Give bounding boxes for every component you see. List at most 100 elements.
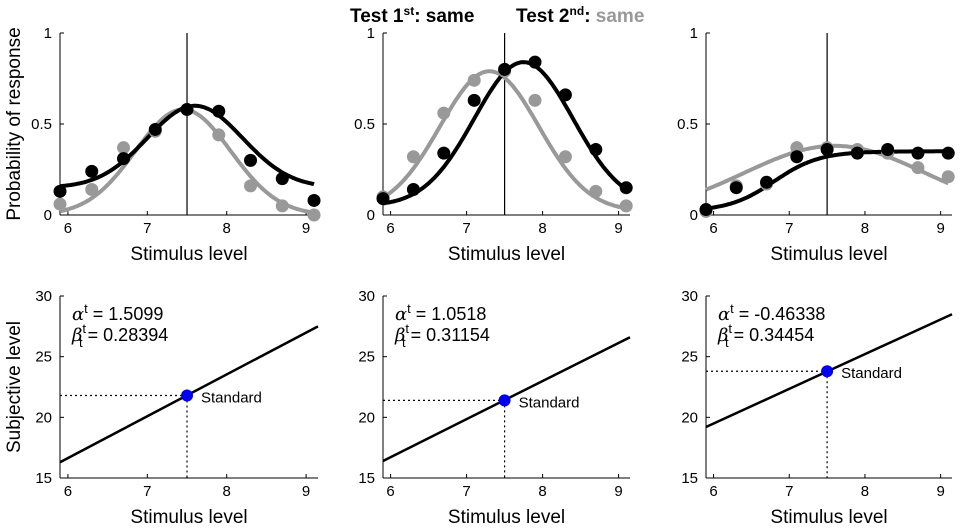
chart-top-middle: 6 7 8 9 0 0.5 1 Stimulus level <box>354 25 633 265</box>
y-tick-label: 25 <box>35 349 52 366</box>
y-tick-label: 15 <box>35 470 52 487</box>
data-point <box>558 88 572 102</box>
x-axis-label: Stimulus level <box>448 244 565 265</box>
data-point <box>244 179 258 193</box>
data-point <box>619 199 633 213</box>
data-point <box>53 197 67 211</box>
x-tick-label: 9 <box>936 483 944 500</box>
x-axis-label: Stimulus level <box>770 244 887 265</box>
data-point <box>528 93 542 107</box>
data-point <box>941 170 955 184</box>
alpha-annotation: αt = 1.0518 <box>395 301 486 325</box>
data-point <box>85 183 99 197</box>
x-tick-label: 6 <box>64 483 72 500</box>
x-tick-label: 8 <box>861 483 869 500</box>
y-tick-label: 20 <box>681 409 698 426</box>
x-axis-label: Stimulus level <box>770 507 887 528</box>
y-tick-label: 30 <box>35 288 52 305</box>
x-tick-label: 9 <box>302 483 310 500</box>
data-point <box>589 142 603 156</box>
standard-label: Standard <box>519 394 580 411</box>
data-point <box>275 172 289 186</box>
data-point <box>467 73 481 87</box>
standard-label: Standard <box>201 389 262 406</box>
data-point <box>589 184 603 198</box>
chart-top-left: 6 7 8 9 0 0.5 1 Stimulus level Probability of re… <box>4 25 321 265</box>
data-point <box>820 142 834 156</box>
y-tick-label: 0 <box>690 207 698 224</box>
data-point <box>498 62 512 76</box>
data-point <box>850 146 864 160</box>
data-point <box>558 150 572 164</box>
data-point <box>911 161 925 175</box>
data-point <box>117 152 131 166</box>
x-tick-label: 6 <box>709 220 717 237</box>
x-tick-label: 6 <box>386 483 394 500</box>
x-axis-label: Stimulus level <box>130 507 247 528</box>
data-point <box>406 150 420 164</box>
x-tick-label: 6 <box>386 220 394 237</box>
beta-annotation: βt t = 0.31154 <box>394 321 490 350</box>
y-tick-label: 0.5 <box>354 116 375 133</box>
y-tick-label: 0 <box>367 207 375 224</box>
x-tick-label: 9 <box>302 220 310 237</box>
title-test-second: Test 2nd: same <box>516 4 645 27</box>
y-tick-label: 25 <box>358 349 375 366</box>
data-point <box>85 164 99 178</box>
data-point <box>244 153 258 167</box>
alpha-annotation: αt = 1.5099 <box>72 301 163 325</box>
data-point <box>729 181 743 195</box>
data-point <box>275 199 289 213</box>
x-tick-label: 7 <box>462 220 470 237</box>
chart-bottom-right: 6 7 8 9 15 20 25 30 Stimulus level Standard αt = -… <box>681 288 953 528</box>
data-point <box>307 208 321 222</box>
x-tick-label: 7 <box>785 483 793 500</box>
x-tick-label: 6 <box>709 483 717 500</box>
y-tick-label: 15 <box>681 470 698 487</box>
data-point <box>881 142 895 156</box>
data-point <box>307 193 321 207</box>
data-point <box>212 104 226 118</box>
y-tick-label: 1 <box>690 25 698 42</box>
data-point <box>911 146 925 160</box>
chart-top-right: 6 7 8 9 0 0.5 1 Stimulus level <box>677 25 955 265</box>
data-point <box>619 181 633 195</box>
y-axis-label: Subjective level <box>4 321 25 453</box>
x-tick-label: 7 <box>785 220 793 237</box>
y-tick-label: 20 <box>358 409 375 426</box>
y-tick-label: 30 <box>681 288 698 305</box>
chart-bottom-left: 6 7 8 9 15 20 25 30 Stimulus level Subjective lev… <box>4 288 319 528</box>
x-tick-label: 6 <box>64 220 72 237</box>
y-tick-label: 0 <box>44 207 52 224</box>
x-tick-label: 7 <box>143 483 151 500</box>
x-axis-label: Stimulus level <box>448 507 565 528</box>
series-line <box>381 69 628 211</box>
standard-label: Standard <box>841 365 902 382</box>
alpha-annotation: αt = -0.46338 <box>718 301 825 325</box>
y-tick-label: 0.5 <box>677 116 698 133</box>
x-tick-label: 8 <box>538 483 546 500</box>
data-point <box>467 93 481 107</box>
data-point <box>760 175 774 189</box>
y-tick-label: 30 <box>358 288 375 305</box>
y-tick-label: 0.5 <box>31 116 52 133</box>
y-tick-label: 1 <box>44 25 52 42</box>
beta-annotation: βt t = 0.34454 <box>717 321 814 350</box>
x-tick-label: 9 <box>936 220 944 237</box>
beta-annotation: βt t = 0.28394 <box>71 321 168 350</box>
data-point <box>212 128 226 142</box>
y-tick-label: 15 <box>358 470 375 487</box>
standard-point <box>821 365 834 378</box>
data-point <box>790 150 804 164</box>
chart-bottom-middle: 6 7 8 9 15 20 25 30 Stimulus level Standard αt = 1… <box>358 288 631 528</box>
standard-point <box>498 394 511 407</box>
data-point <box>376 192 390 206</box>
data-point <box>117 141 131 155</box>
x-tick-label: 9 <box>614 483 622 500</box>
y-tick-label: 25 <box>681 349 698 366</box>
data-point <box>437 146 451 160</box>
data-point <box>699 203 713 217</box>
figure-title: Test 1st: same Test 2nd: same <box>0 4 964 30</box>
data-point <box>180 102 194 116</box>
